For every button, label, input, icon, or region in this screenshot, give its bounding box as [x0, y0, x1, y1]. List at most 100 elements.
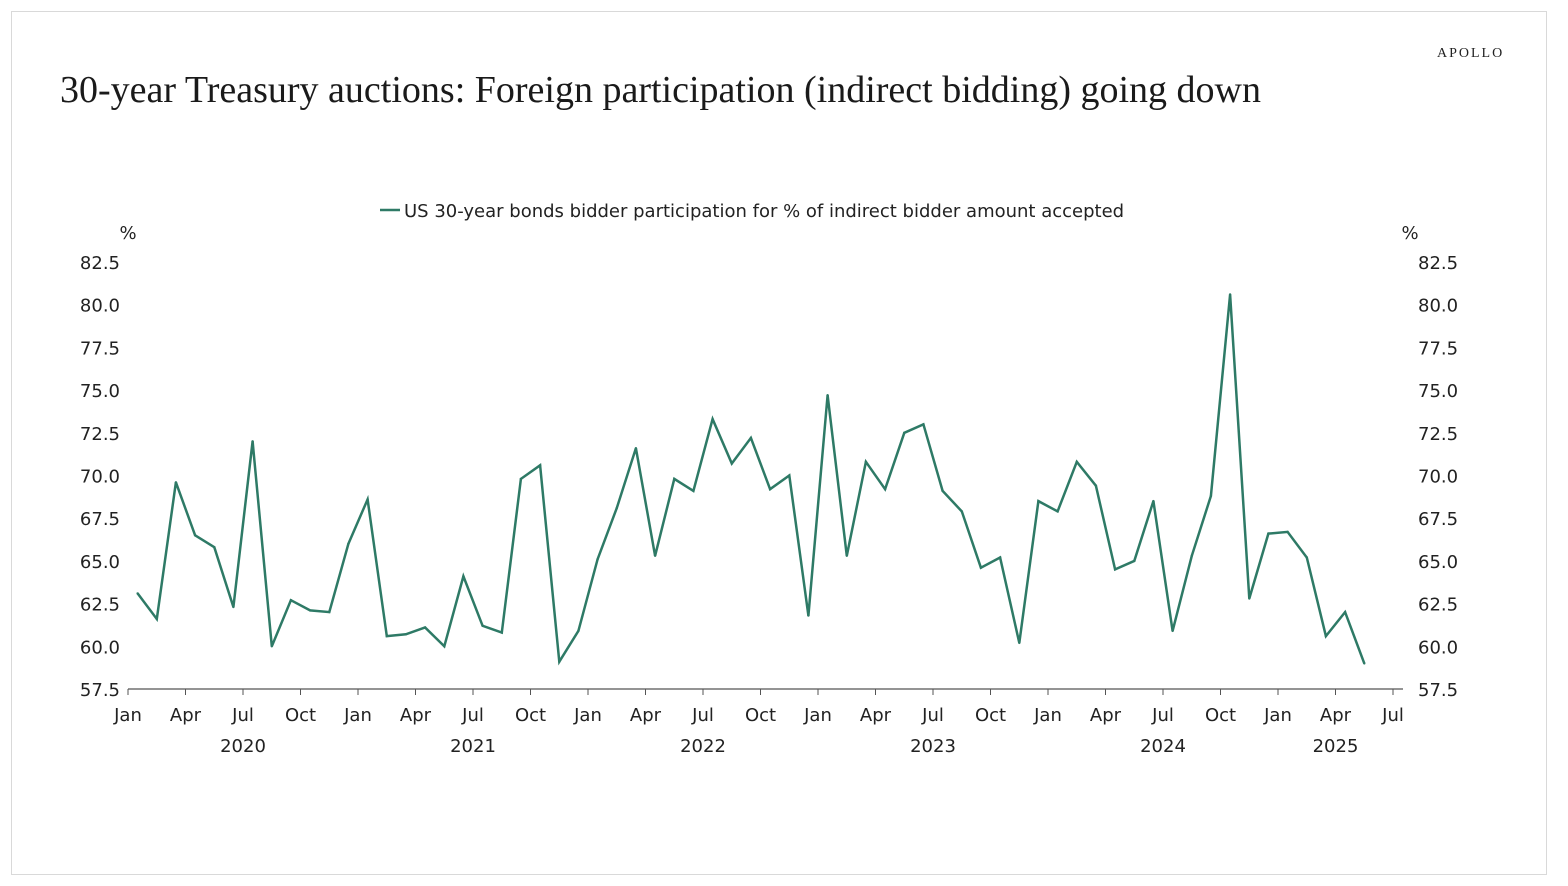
data-point	[1133, 559, 1136, 563]
data-point	[328, 610, 331, 614]
x-tick-label: Jul	[691, 705, 714, 726]
y-tick-label-left: 75.0	[80, 381, 120, 402]
x-tick-label: Jul	[1151, 705, 1174, 726]
data-point	[519, 477, 523, 481]
data-point	[749, 436, 753, 440]
data-point	[1267, 532, 1270, 535]
y-tick-label-left: 80.0	[80, 296, 120, 317]
x-year-label: 2022	[680, 736, 726, 757]
data-point	[941, 489, 944, 493]
x-tick-label: Jan	[803, 705, 832, 726]
data-point	[213, 546, 216, 549]
data-point	[538, 464, 542, 467]
data-point	[730, 462, 733, 465]
data-point	[404, 633, 408, 636]
data-point	[922, 423, 925, 426]
x-year-label: 2021	[450, 736, 496, 757]
data-point	[1075, 460, 1079, 463]
data-point	[136, 592, 139, 595]
x-tick-label: Jan	[113, 705, 142, 726]
data-point	[1305, 556, 1309, 559]
data-point	[1171, 629, 1174, 633]
data-point	[634, 447, 638, 450]
x-tick-label: Oct	[975, 705, 1006, 726]
data-point	[558, 660, 561, 663]
legend-label: US 30-year bonds bidder participation fo…	[404, 201, 1124, 222]
y-axis-left: 57.5 60.0 62.5 65.0 67.5 70.0 72.5 75.0 77.5 80.0…	[80, 253, 120, 701]
data-point	[807, 614, 810, 617]
data-point	[1363, 662, 1366, 665]
x-tick-label: Apr	[1320, 705, 1352, 726]
y-tick-label-right: 77.5	[1418, 338, 1458, 359]
x-tick-label: Apr	[860, 705, 892, 726]
data-point	[1228, 293, 1232, 296]
x-tick-label: Jan	[573, 705, 602, 726]
y-tick-label-left: 70.0	[80, 467, 120, 488]
x-tick-label: Oct	[515, 705, 546, 726]
data-point	[366, 498, 369, 501]
x-year-label: 2023	[910, 736, 956, 757]
x-tick-label: Oct	[285, 705, 316, 726]
y-tick-label-right: 82.5	[1418, 253, 1458, 274]
x-year-label: 2024	[1140, 736, 1186, 757]
data-point	[692, 489, 695, 493]
x-tick-label: Jul	[921, 705, 944, 726]
page-title: 30-year Treasury auctions: Foreign parti…	[60, 69, 1261, 111]
data-point	[423, 626, 427, 629]
y-tick-label-right: 62.5	[1418, 595, 1458, 616]
data-point	[788, 474, 791, 477]
x-tick-label: Jan	[343, 705, 372, 726]
y-axis-unit-right: %	[1401, 223, 1418, 244]
data-point	[615, 506, 618, 510]
data-point	[577, 629, 580, 633]
data-point	[481, 624, 484, 627]
y-tick-label-right: 80.0	[1418, 296, 1458, 317]
x-tick-label: Oct	[745, 705, 776, 726]
y-tick-label-left: 65.0	[80, 552, 120, 573]
data-point	[308, 609, 312, 612]
data-point	[711, 417, 714, 421]
data-point	[174, 481, 178, 484]
data-point	[1248, 597, 1251, 600]
y-tick-label-right: 75.0	[1418, 381, 1458, 402]
data-point	[883, 488, 887, 491]
data-point	[903, 431, 906, 434]
y-tick-label-left: 77.5	[80, 338, 120, 359]
y-tick-label-left: 62.5	[80, 595, 120, 616]
data-point	[768, 488, 772, 491]
data-point	[1343, 610, 1347, 614]
data-point	[251, 440, 254, 443]
y-tick-label-right: 60.0	[1418, 637, 1458, 658]
data-point	[998, 556, 1002, 559]
x-tick-label: Apr	[1090, 705, 1122, 726]
x-year-label: 2025	[1313, 736, 1359, 757]
data-point	[289, 599, 293, 602]
y-tick-label-right: 67.5	[1418, 509, 1458, 530]
data-point	[155, 617, 158, 621]
data-point	[1113, 568, 1117, 571]
data-point	[960, 510, 963, 513]
x-tick-label: Oct	[1205, 705, 1236, 726]
data-point	[500, 631, 503, 634]
data-point	[864, 460, 868, 463]
data-point	[443, 645, 446, 648]
x-tick-label: Jul	[1381, 705, 1404, 726]
data-point	[653, 554, 657, 557]
data-point	[1152, 499, 1155, 503]
y-tick-label-left: 67.5	[80, 509, 120, 530]
x-tick-label: Apr	[630, 705, 662, 726]
chart-card	[11, 11, 1547, 875]
y-tick-label-right: 70.0	[1418, 467, 1458, 488]
y-tick-label-right: 72.5	[1418, 424, 1458, 445]
data-point	[1018, 641, 1021, 645]
x-tick-label: Jan	[1033, 705, 1062, 726]
data-point	[193, 534, 197, 537]
y-tick-label-right: 57.5	[1418, 680, 1458, 701]
data-point	[1190, 554, 1194, 557]
x-tick-label: Jul	[231, 705, 254, 726]
x-tick-label: Apr	[170, 705, 202, 726]
data-point	[1056, 510, 1059, 513]
y-tick-label-left: 60.0	[80, 637, 120, 658]
series-line	[136, 294, 1366, 666]
